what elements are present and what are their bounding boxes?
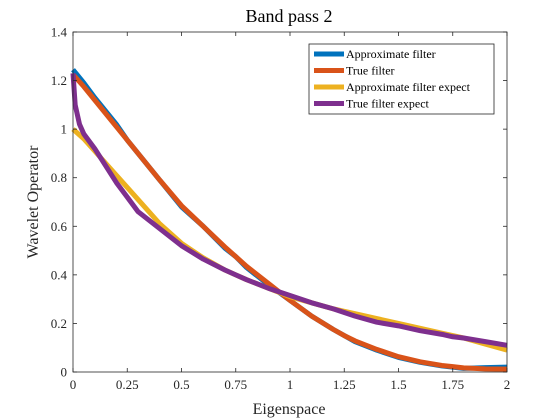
x-tick-label: 0.5: [173, 377, 189, 392]
y-tick-label: 0.8: [51, 170, 67, 185]
y-tick-label: 1.4: [51, 25, 68, 40]
legend-label-3: Approximate filter expect: [346, 80, 471, 94]
y-tick-label: 0.4: [51, 267, 68, 282]
series-layer: [70, 68, 508, 372]
x-tick-label: 1.25: [333, 377, 356, 392]
legend-label-4: True filter expect: [346, 97, 430, 111]
y-tick-label: 0.2: [51, 316, 67, 331]
chart-title: Band pass 2: [246, 6, 333, 26]
x-axis-title: Eigenspace: [253, 401, 326, 418]
x-tick-label: 0.75: [224, 377, 247, 392]
axes-layer: 0 0.25 0.5 0.75 1 1.25 1.5 1.75 2 0 0.2 0.4 0.6 0.8 1 1…: [51, 25, 511, 393]
series-line-4: [70, 73, 508, 348]
y-tick-label: 0: [61, 365, 68, 380]
x-tick-label: 2: [504, 377, 511, 392]
x-tick-label: 1: [287, 377, 294, 392]
legend-label-2: True filter: [346, 64, 395, 78]
y-tick-label: 1.2: [51, 73, 67, 88]
legend-label-1: Approximate filter: [346, 47, 436, 61]
x-tick-label: 1.75: [441, 377, 464, 392]
y-tick-label: 0.6: [51, 219, 68, 234]
legend: Approximate filter True filter Approximate…: [308, 43, 495, 115]
x-tick-label: 1.5: [390, 377, 406, 392]
x-tick-label: 0.25: [116, 377, 139, 392]
x-tick-label: 0: [70, 377, 77, 392]
y-tick-label: 1: [61, 122, 68, 137]
y-axis-title: Wavelet Operator: [25, 145, 42, 259]
